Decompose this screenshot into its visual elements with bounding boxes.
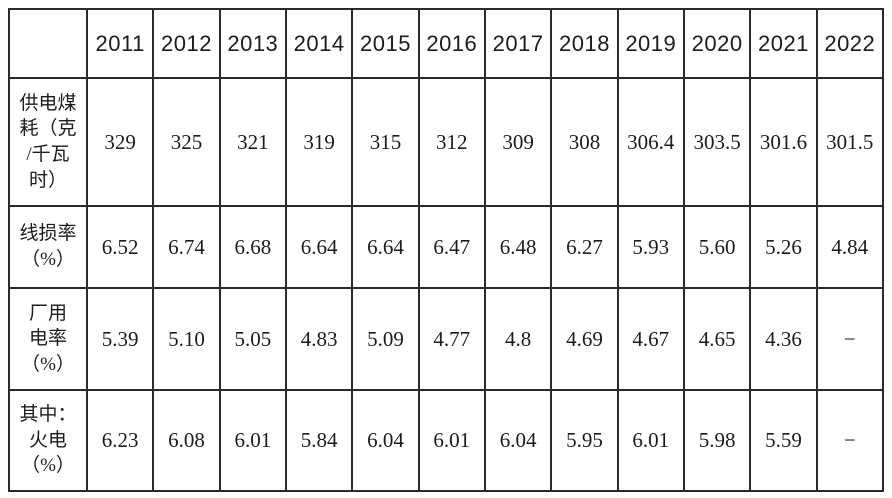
value-cell: 5.09 — [351, 287, 420, 391]
value-cell: 6.47 — [417, 205, 486, 289]
value-cell: 5.60 — [682, 205, 752, 289]
value-cell: 329 — [85, 77, 155, 207]
year-header-2012: 2012 — [152, 8, 221, 79]
year-header-2020: 2020 — [682, 8, 752, 79]
corner-cell — [8, 8, 88, 79]
value-cell: 4.36 — [749, 287, 818, 391]
year-header-2022: 2022 — [815, 8, 885, 79]
value-cell: 5.05 — [218, 287, 287, 391]
value-cell: 5.95 — [550, 389, 619, 492]
value-cell: 6.27 — [550, 205, 619, 289]
value-cell: 301.6 — [749, 77, 818, 207]
value-cell: 4.83 — [284, 287, 354, 391]
metrics-table: 2011 2012 2013 2014 2015 2016 2017 2018 2019 2020… — [8, 8, 885, 492]
row-label: 厂用 电率 （%） — [8, 287, 88, 391]
value-cell: 5.39 — [85, 287, 155, 391]
table-body: 供电煤 耗（克 /千瓦 时） 329 325 321 319 315 312 309 308 30… — [8, 77, 885, 492]
row-label: 供电煤 耗（克 /千瓦 时） — [8, 77, 88, 207]
year-header-2015: 2015 — [351, 8, 420, 79]
value-cell: 6.68 — [218, 205, 287, 289]
year-header-2017: 2017 — [483, 8, 553, 79]
value-cell: 306.4 — [616, 77, 685, 207]
value-cell: 5.10 — [152, 287, 221, 391]
value-cell: 5.26 — [749, 205, 818, 289]
value-cell: 6.01 — [218, 389, 287, 492]
table-row: 厂用 电率 （%） 5.39 5.10 5.05 4.83 5.09 4.77 4.8 4.69… — [8, 287, 885, 391]
value-cell: 321 — [218, 77, 287, 207]
year-header-2013: 2013 — [218, 8, 287, 79]
year-header-row: 2011 2012 2013 2014 2015 2016 2017 2018 2019 2020… — [8, 8, 885, 79]
value-cell: 4.8 — [483, 287, 553, 391]
table-row: 供电煤 耗（克 /千瓦 时） 329 325 321 319 315 312 309 308 30… — [8, 77, 885, 207]
value-cell: 6.64 — [351, 205, 420, 289]
value-cell: 6.01 — [616, 389, 685, 492]
value-cell: 5.98 — [682, 389, 752, 492]
year-header-2018: 2018 — [550, 8, 619, 79]
value-cell: 5.93 — [616, 205, 685, 289]
value-cell: 301.5 — [815, 77, 885, 207]
value-cell: 6.04 — [483, 389, 553, 492]
value-cell: − — [815, 389, 885, 492]
value-cell: 4.69 — [550, 287, 619, 391]
value-cell: 6.01 — [417, 389, 486, 492]
value-cell: 308 — [550, 77, 619, 207]
year-header-2014: 2014 — [284, 8, 354, 79]
year-header-2011: 2011 — [85, 8, 155, 79]
table-row: 线损率 （%） 6.52 6.74 6.68 6.64 6.64 6.47 6.48 6.27 5… — [8, 205, 885, 289]
value-cell: 6.48 — [483, 205, 553, 289]
value-cell: 312 — [417, 77, 486, 207]
row-label: 其中： 火电 （%） — [8, 389, 88, 492]
value-cell: 6.08 — [152, 389, 221, 492]
value-cell: 6.64 — [284, 205, 354, 289]
year-header-2016: 2016 — [417, 8, 486, 79]
value-cell: 4.67 — [616, 287, 685, 391]
value-cell: 4.77 — [417, 287, 486, 391]
value-cell: 4.65 — [682, 287, 752, 391]
value-cell: 6.04 — [351, 389, 420, 492]
value-cell: 6.23 — [85, 389, 155, 492]
value-cell: 315 — [351, 77, 420, 207]
value-cell: 303.5 — [682, 77, 752, 207]
value-cell: 6.52 — [85, 205, 155, 289]
value-cell: 319 — [284, 77, 354, 207]
table-row: 其中： 火电 （%） 6.23 6.08 6.01 5.84 6.04 6.01 6.04 5.… — [8, 389, 885, 492]
value-cell: 325 — [152, 77, 221, 207]
table-header: 2011 2012 2013 2014 2015 2016 2017 2018 2019 2020… — [8, 8, 885, 79]
value-cell: 5.59 — [749, 389, 818, 492]
value-cell: 6.74 — [152, 205, 221, 289]
value-cell: − — [815, 287, 885, 391]
year-header-2019: 2019 — [616, 8, 685, 79]
row-label: 线损率 （%） — [8, 205, 88, 289]
year-header-2021: 2021 — [749, 8, 818, 79]
value-cell: 4.84 — [815, 205, 885, 289]
value-cell: 309 — [483, 77, 553, 207]
value-cell: 5.84 — [284, 389, 354, 492]
